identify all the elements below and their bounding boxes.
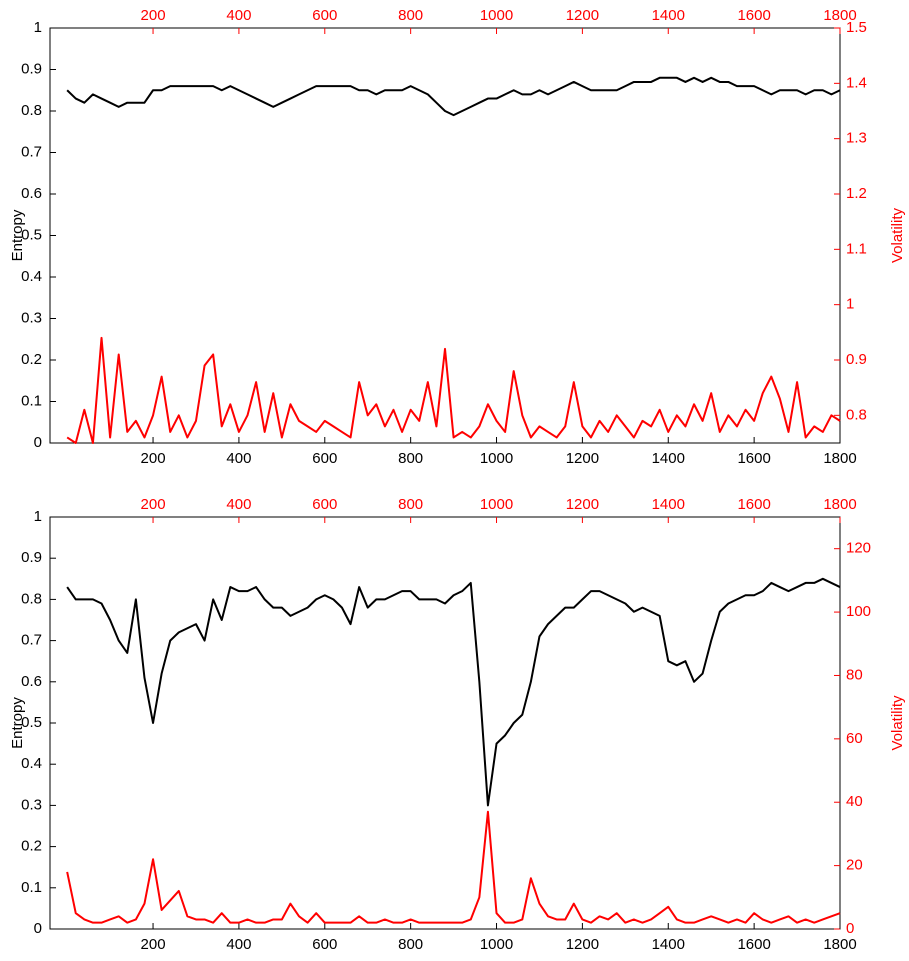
x-top-tick-label: 600 <box>312 496 337 513</box>
y2-tick-label: 0 <box>846 920 854 937</box>
y-tick-label: 0 <box>34 920 42 937</box>
x-tick-label: 1800 <box>823 450 856 467</box>
y-tick-label: 0.5 <box>21 714 42 731</box>
x-top-tick-label: 1200 <box>566 7 599 24</box>
y-tick-label: 1 <box>34 508 42 525</box>
series-line <box>66 336 841 444</box>
y2-tick-label: 1.5 <box>846 19 867 36</box>
y-tick-label: 0.2 <box>21 351 42 368</box>
y-tick-label: 0.3 <box>21 309 42 326</box>
y2-tick-label: 20 <box>846 857 863 874</box>
y2-axis-label: Volatility <box>889 207 906 263</box>
x-tick-label: 1200 <box>566 450 599 467</box>
y-tick-label: 0.4 <box>21 755 42 772</box>
x-tick-label: 800 <box>398 450 423 467</box>
x-top-tick-label: 800 <box>398 7 423 24</box>
x-top-tick-label: 800 <box>398 496 423 513</box>
series-line <box>66 577 841 807</box>
x-tick-label: 200 <box>141 450 166 467</box>
plot-frame <box>49 516 841 930</box>
x-top-tick-label: 1000 <box>480 496 513 513</box>
y2-tick-label: 40 <box>846 793 863 810</box>
x-tick-label: 1000 <box>480 936 513 953</box>
plot-frame <box>49 27 841 444</box>
x-tick-label: 800 <box>398 936 423 953</box>
x-tick-label: 600 <box>312 936 337 953</box>
y-tick-label: 0.9 <box>21 549 42 566</box>
x-tick-label: 1200 <box>566 936 599 953</box>
y2-axis-label: Volatility <box>889 695 906 751</box>
y2-tick-label: 1.1 <box>846 240 867 257</box>
y2-tick-label: 0.8 <box>846 406 867 423</box>
x-top-tick-label: 600 <box>312 7 337 24</box>
x-tick-label: 200 <box>141 936 166 953</box>
x-tick-label: 1800 <box>823 936 856 953</box>
y2-tick-label: 60 <box>846 730 863 747</box>
y-tick-label: 0.7 <box>21 632 42 649</box>
x-tick-label: 1400 <box>652 450 685 467</box>
y-tick-label: 0.2 <box>21 838 42 855</box>
y-tick-label: 1 <box>34 19 42 36</box>
x-top-tick-label: 1600 <box>737 7 770 24</box>
x-top-tick-label: 400 <box>226 7 251 24</box>
y2-tick-label: 1.2 <box>846 185 867 202</box>
y2-tick-label: 1.3 <box>846 130 867 147</box>
y2-tick-label: 0.9 <box>846 351 867 368</box>
y-tick-label: 0.1 <box>21 392 42 409</box>
x-top-tick-label: 1200 <box>566 496 599 513</box>
x-top-tick-label: 1000 <box>480 7 513 24</box>
y2-tick-label: 80 <box>846 666 863 683</box>
x-top-tick-label: 1400 <box>652 7 685 24</box>
x-top-tick-label: 400 <box>226 496 251 513</box>
y2-tick-label: 120 <box>846 540 871 557</box>
x-top-tick-label: 200 <box>141 496 166 513</box>
x-top-tick-label: 1800 <box>823 7 856 24</box>
x-top-tick-label: 1800 <box>823 496 856 513</box>
x-top-tick-label: 1400 <box>652 496 685 513</box>
x-tick-label: 600 <box>312 450 337 467</box>
x-tick-label: 1600 <box>737 936 770 953</box>
series-line <box>66 76 841 117</box>
y-tick-label: 0.6 <box>21 673 42 690</box>
x-tick-label: 400 <box>226 450 251 467</box>
y-axis-label: Entropy <box>9 209 26 261</box>
y-axis-label: Entropy <box>9 697 26 749</box>
y-tick-label: 0.3 <box>21 796 42 813</box>
y-tick-label: 0 <box>34 434 42 451</box>
y-tick-label: 0.8 <box>21 590 42 607</box>
y-tick-label: 0.8 <box>21 102 42 119</box>
y2-tick-label: 100 <box>846 603 871 620</box>
y2-tick-label: 1 <box>846 296 854 313</box>
series-line <box>66 810 841 924</box>
y-tick-label: 0.9 <box>21 60 42 77</box>
y-tick-label: 0.1 <box>21 879 42 896</box>
y2-tick-label: 1.4 <box>846 74 867 91</box>
x-tick-label: 1400 <box>652 936 685 953</box>
y-tick-label: 0.4 <box>21 268 42 285</box>
x-tick-label: 1000 <box>480 450 513 467</box>
y-tick-label: 0.6 <box>21 185 42 202</box>
x-tick-label: 400 <box>226 936 251 953</box>
x-top-tick-label: 1600 <box>737 496 770 513</box>
x-tick-label: 1600 <box>737 450 770 467</box>
x-top-tick-label: 200 <box>141 7 166 24</box>
y-tick-label: 0.7 <box>21 143 42 160</box>
y-tick-label: 0.5 <box>21 226 42 243</box>
